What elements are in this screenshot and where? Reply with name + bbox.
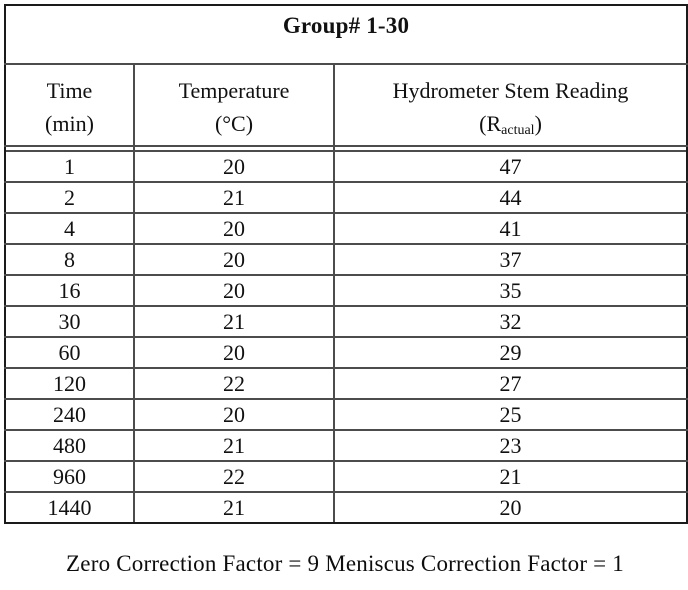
time-cell: 16 bbox=[4, 274, 135, 307]
temperature-cell: 21 bbox=[133, 429, 335, 462]
temperature-cell: 20 bbox=[133, 398, 335, 431]
table-row: 240 20 25 bbox=[4, 398, 688, 431]
time-cell: 30 bbox=[4, 305, 135, 338]
temperature-cell: 20 bbox=[133, 150, 335, 183]
reading-header-line1: Hydrometer Stem Reading bbox=[392, 78, 629, 103]
table-row: 1 20 47 bbox=[4, 150, 688, 183]
reading-cell: 35 bbox=[332, 274, 688, 307]
time-header-line1: Time bbox=[46, 78, 93, 103]
table-header-row: Time (min) Temperature (°C) Hydrometer S… bbox=[4, 63, 688, 147]
time-cell: 1 bbox=[4, 150, 135, 183]
table-row: 8 20 37 bbox=[4, 243, 688, 276]
time-cell: 480 bbox=[4, 429, 135, 462]
time-cell: 240 bbox=[4, 398, 135, 431]
temperature-cell: 21 bbox=[133, 181, 335, 214]
column-header-time: Time (min) bbox=[4, 63, 135, 147]
reading-cell: 41 bbox=[332, 212, 688, 245]
reading-cell: 25 bbox=[332, 398, 688, 431]
reading-cell: 21 bbox=[332, 460, 688, 493]
temperature-cell: 20 bbox=[133, 243, 335, 276]
temperature-cell: 22 bbox=[133, 460, 335, 493]
temperature-cell: 21 bbox=[133, 305, 335, 338]
time-cell: 60 bbox=[4, 336, 135, 369]
time-cell: 4 bbox=[4, 212, 135, 245]
time-cell: 2 bbox=[4, 181, 135, 214]
temperature-cell: 21 bbox=[133, 491, 335, 524]
reading-cell: 37 bbox=[332, 243, 688, 276]
temperature-cell: 22 bbox=[133, 367, 335, 400]
reading-cell: 47 bbox=[332, 150, 688, 183]
temperature-cell: 20 bbox=[133, 336, 335, 369]
table-row: 60 20 29 bbox=[4, 336, 688, 369]
table-row: 16 20 35 bbox=[4, 274, 688, 307]
table-row: 2 21 44 bbox=[4, 181, 688, 214]
temperature-cell: 20 bbox=[133, 274, 335, 307]
reading-cell: 32 bbox=[332, 305, 688, 338]
temperature-header-line1: Temperature bbox=[178, 78, 290, 103]
reading-cell: 23 bbox=[332, 429, 688, 462]
temperature-header-line2: (°C) bbox=[214, 111, 254, 136]
time-cell: 8 bbox=[4, 243, 135, 276]
column-header-reading: Hydrometer Stem Reading (Ractual) bbox=[332, 63, 688, 147]
table-title-row: Group# 1-30 bbox=[3, 4, 688, 65]
reading-cell: 27 bbox=[332, 367, 688, 400]
time-cell: 960 bbox=[4, 460, 135, 493]
correction-factors-note: Zero Correction Factor = 9 Meniscus Corr… bbox=[66, 551, 624, 576]
reading-cell: 20 bbox=[332, 491, 688, 524]
time-cell: 120 bbox=[4, 367, 135, 400]
time-cell: 1440 bbox=[4, 491, 135, 524]
temperature-cell: 20 bbox=[133, 212, 335, 245]
table-row: 4 20 41 bbox=[4, 212, 688, 245]
reading-header-line2: (Ractual) bbox=[479, 111, 542, 138]
reading-cell: 29 bbox=[332, 336, 688, 369]
time-header-line2: (min) bbox=[45, 111, 94, 136]
table-row: 30 21 32 bbox=[4, 305, 688, 338]
table-row: 960 22 21 bbox=[4, 460, 688, 493]
table-row: 1440 21 20 bbox=[4, 491, 688, 524]
reading-subscript: actual bbox=[501, 123, 535, 138]
table-body: Group# 1-30 Time (min) Temperature (°C) … bbox=[3, 4, 688, 524]
header-body-divider bbox=[4, 146, 688, 151]
table-title: Group# 1-30 bbox=[3, 4, 688, 65]
table-row: 480 21 23 bbox=[4, 429, 688, 462]
hydrometer-readings-table: Group# 1-30 Time (min) Temperature (°C) … bbox=[3, 4, 688, 524]
table-row: 120 22 27 bbox=[4, 367, 688, 400]
reading-cell: 44 bbox=[332, 181, 688, 214]
column-header-temperature: Temperature (°C) bbox=[133, 63, 335, 147]
